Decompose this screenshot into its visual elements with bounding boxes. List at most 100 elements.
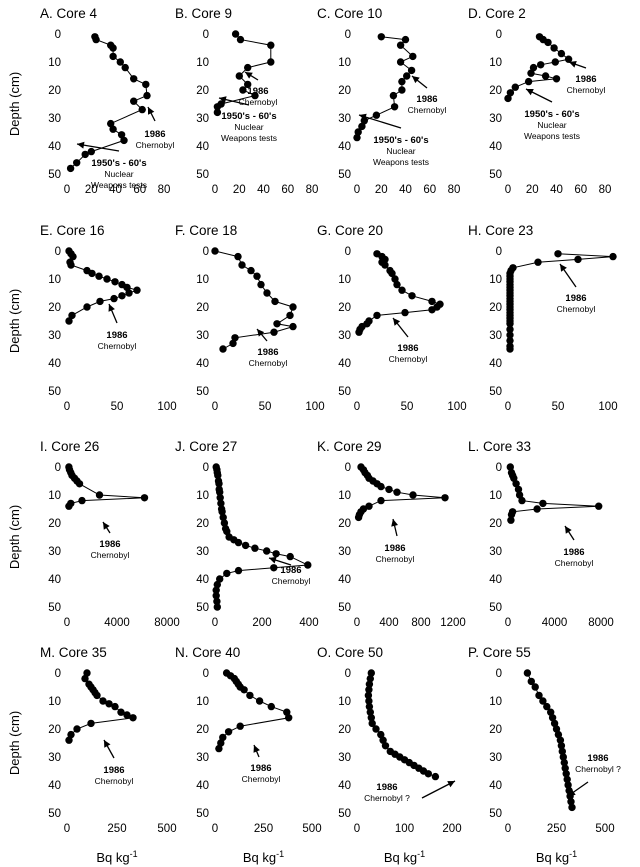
- data-point: [213, 603, 221, 611]
- x-axis-label: Bq kg-1: [243, 849, 284, 865]
- annotation-text: 1986: [257, 347, 278, 358]
- y-axis-label: Depth (cm): [7, 289, 22, 353]
- data-point: [535, 691, 543, 700]
- annotation-text: Nuclear: [386, 146, 415, 156]
- data-point: [564, 55, 573, 63]
- data-point: [365, 702, 374, 711]
- annotation-text: Chernobyl: [136, 140, 175, 150]
- annotation-arrowhead: [219, 96, 227, 103]
- data-point: [120, 136, 128, 145]
- y-tick-label: 30: [196, 546, 209, 558]
- x-tick-label: 0: [354, 617, 360, 629]
- data-point: [75, 480, 84, 488]
- y-tick-label: 10: [489, 490, 502, 502]
- data-point: [441, 494, 449, 502]
- annotation-text: Chernobyl: [249, 358, 288, 368]
- data-point: [366, 674, 374, 683]
- data-point: [109, 44, 117, 52]
- y-tick-label: 0: [203, 668, 209, 680]
- data-point: [372, 725, 380, 733]
- annotation-arrowhead: [257, 329, 265, 337]
- y-tick-label: 50: [48, 808, 61, 820]
- data-point: [396, 41, 405, 49]
- y-tick-label: 0: [345, 668, 351, 680]
- data-point: [143, 91, 151, 100]
- y-tick-label: 0: [55, 668, 61, 680]
- x-tick-label: 60: [574, 184, 587, 196]
- y-tick-label: 20: [196, 724, 209, 736]
- data-point: [65, 736, 73, 744]
- y-tick-label: 10: [48, 490, 61, 502]
- data-point: [514, 485, 523, 494]
- annotation-text: 1986: [575, 74, 596, 85]
- data-point: [270, 328, 278, 336]
- panel-title: N. Core 40: [175, 645, 240, 660]
- data-point: [217, 739, 225, 747]
- data-point: [111, 702, 119, 711]
- data-point: [552, 725, 561, 733]
- data-point: [289, 303, 297, 311]
- annotation-arrowhead: [104, 740, 111, 748]
- data-point: [368, 719, 376, 728]
- y-tick-label: 50: [196, 169, 209, 181]
- annotation-text: Chernobyl: [376, 554, 415, 564]
- data-point: [65, 317, 73, 325]
- x-tick-label: 80: [448, 184, 461, 196]
- y-tick-label: 50: [489, 808, 502, 820]
- data-point: [512, 480, 520, 488]
- data-point: [398, 86, 406, 94]
- data-point: [236, 35, 245, 44]
- y-tick-label: 0: [203, 462, 209, 474]
- panel-title: B. Core 9: [175, 6, 232, 21]
- data-point: [67, 730, 75, 739]
- x-tick-label: 250: [254, 823, 273, 835]
- y-tick-label: 50: [489, 386, 502, 398]
- y-axis-label: Depth (cm): [7, 505, 22, 569]
- data-point: [558, 747, 566, 756]
- annotation-text: Nuclear: [104, 169, 133, 179]
- annotation-arrowhead: [391, 519, 398, 527]
- data-point: [381, 261, 389, 269]
- x-tick-label: 20: [85, 184, 98, 196]
- annotation-arrowhead: [526, 89, 534, 96]
- y-tick-label: 20: [196, 85, 209, 97]
- data-point: [559, 753, 567, 761]
- x-tick-label: 50: [401, 401, 414, 413]
- y-tick-label: 30: [338, 330, 351, 342]
- data-point: [271, 297, 279, 306]
- x-tick-label: 40: [257, 184, 270, 196]
- y-tick-label: 0: [496, 462, 502, 474]
- data-point: [365, 502, 373, 510]
- annotation-text: 1986: [247, 86, 268, 97]
- data-point: [78, 496, 86, 505]
- y-tick-label: 30: [48, 330, 61, 342]
- y-tick-label: 10: [489, 696, 502, 708]
- data-point: [105, 700, 113, 708]
- annotation-arrowhead: [77, 141, 85, 149]
- data-point: [103, 275, 111, 283]
- data-point: [213, 108, 222, 117]
- data-point: [518, 496, 526, 505]
- data-point: [216, 575, 224, 583]
- data-point: [407, 66, 416, 75]
- annotation-text: 1986: [563, 547, 584, 558]
- data-point: [510, 474, 518, 482]
- annotation-text: 1986: [587, 753, 608, 764]
- data-point: [220, 519, 229, 527]
- y-tick-label: 40: [196, 358, 209, 370]
- x-tick-label: 0: [212, 184, 218, 196]
- y-tick-label: 40: [48, 780, 61, 792]
- panel-title: E. Core 16: [40, 223, 105, 238]
- data-point: [83, 669, 91, 677]
- y-tick-label: 0: [345, 29, 351, 41]
- data-point: [431, 772, 440, 781]
- annotation-text: Weapons tests: [221, 133, 277, 143]
- annotation-text: 1986: [103, 765, 124, 776]
- y-tick-label: 0: [203, 29, 209, 41]
- data-point: [244, 80, 252, 89]
- data-point: [73, 725, 81, 733]
- data-point: [218, 508, 226, 516]
- data-point: [355, 328, 363, 336]
